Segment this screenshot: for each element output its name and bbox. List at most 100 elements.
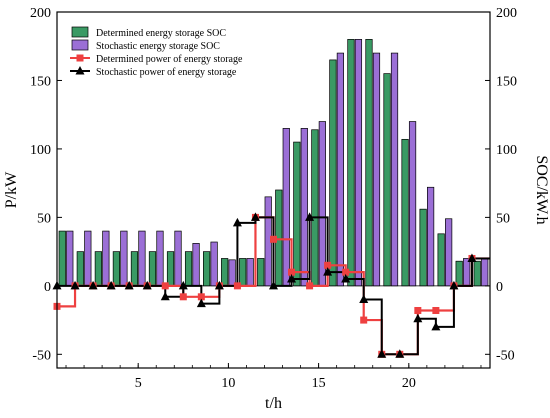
stochastic-power-point-4 [106,280,116,290]
soc-bar-determined-17 [347,39,355,287]
soc-bar-determined-5 [130,251,139,287]
soc-bar-stochastic-11 [246,258,254,287]
ytick-label-left-200: 200 [30,6,51,21]
soc-bar-stochastic-5 [138,230,146,287]
plot-frame [56,11,491,369]
stochastic-power-point-2 [70,280,80,290]
soc-bar-stochastic-14 [300,128,308,287]
soc-bar-stochastic-6 [156,230,164,287]
ytick-label-left-100: 100 [30,143,51,158]
soc-bar-determined-6 [148,251,157,287]
ytick-label-right-200: 200 [496,6,517,21]
determined-power-point-18 [360,316,368,324]
stochastic-power-point-23 [449,280,459,290]
y-axis-label-right: SOC/kW.h [533,155,550,224]
stochastic-power-point-15 [305,212,315,221]
ytick-label-right-50: 50 [496,211,510,226]
legend-label-stochastic-soc: Stochastic energy storage SOC [96,41,220,52]
determined-power-point-9 [197,293,205,301]
determined-power-point-16 [324,261,332,269]
legend-swatch-determined-soc [71,26,89,38]
determined-power-point-8 [179,293,187,301]
stochastic-power-point-22 [431,321,441,331]
stochastic-power-point-18 [359,294,369,304]
soc-bars [58,39,489,287]
soc-bar-stochastic-15 [318,121,326,287]
soc-bar-determined-7 [166,251,175,287]
determined-power-point-14 [288,268,296,276]
soc-bar-determined-2 [76,251,84,287]
stochastic-power-point-14 [287,274,297,283]
legend-label-stochastic-power: Stochastic power of energy storage [96,67,237,78]
soc-bar-stochastic-19 [390,52,399,287]
soc-bar-determined-19 [383,73,391,287]
soc-bar-stochastic-18 [372,52,381,287]
stochastic-power-point-3 [88,280,98,290]
xtick-label-20: 20 [402,376,416,391]
soc-bar-stochastic-7 [174,230,182,287]
soc-bar-stochastic-4 [120,230,128,287]
ytick-label-left-150: 150 [30,74,51,89]
soc-bar-determined-16 [329,59,337,287]
soc-bar-stochastic-23 [463,258,471,287]
soc-bar-determined-21 [419,208,427,287]
determined-power-point-15 [306,282,314,290]
stochastic-power-point-6 [142,280,152,290]
legend: Determined energy storage SOC Stochastic … [70,26,243,78]
stochastic-power-point-17 [341,274,351,283]
soc-bar-determined-15 [311,129,319,287]
soc-bar-stochastic-24 [481,258,489,287]
ytick-label-right-150: 150 [496,74,517,89]
soc-bar-determined-14 [293,141,301,287]
xtick-label-10: 10 [221,376,235,391]
soc-bar-stochastic-10 [228,259,236,287]
soc-bar-determined-20 [401,138,409,287]
determined-power-point-21 [414,306,422,314]
determined-power-point-7 [161,282,169,290]
x-axis-label: t/h [265,395,282,412]
ytick-label-left-0: 0 [44,280,51,295]
soc-bar-stochastic-17 [354,39,363,287]
legend-marker-determined-power [76,54,84,62]
determined-power-point-22 [432,306,440,314]
soc-bar-determined-22 [437,233,445,287]
axes-ticks: -50 -50 0 0 50 50 100 100 150 150 200 200 5 10 15 20 [30,6,517,391]
soc-bar-stochastic-13 [282,128,290,287]
soc-bar-stochastic-9 [210,241,218,287]
legend-label-determined-soc: Determined energy storage SOC [96,28,226,39]
legend-marker-stochastic-power [75,66,85,75]
stochastic-power-point-24 [467,253,477,262]
stochastic-power-point-5 [124,280,134,290]
stochastic-power-point-21 [413,313,423,323]
stochastic-power-point-19 [377,349,387,358]
stochastic-power-point-10 [214,280,224,290]
soc-bar-stochastic-8 [192,243,200,287]
stochastic-power-point-8 [178,280,188,290]
ytick-label-right-100: 100 [496,143,517,158]
soc-bar-determined-9 [203,251,211,287]
soc-bar-stochastic-21 [427,186,435,287]
soc-bar-determined-18 [365,39,373,287]
soc-bar-stochastic-22 [445,218,453,287]
soc-bar-stochastic-20 [408,121,417,287]
soc-bar-stochastic-1 [66,230,74,287]
soc-bar-determined-24 [473,260,481,287]
legend-label-determined-power: Determined power of energy storage [96,54,243,65]
soc-bar-determined-23 [455,260,463,287]
ytick-label-right-0: 0 [496,280,503,295]
stochastic-power-point-7 [160,291,170,301]
soc-bar-determined-11 [239,258,247,287]
stochastic-power-point-13 [269,280,278,290]
soc-bar-determined-12 [257,258,265,287]
soc-bar-stochastic-3 [102,230,110,287]
stochastic-power-point-12 [250,212,260,221]
soc-bar-stochastic-16 [336,52,344,287]
soc-bar-stochastic-2 [84,230,92,287]
stochastic-power-point-11 [232,217,242,227]
soc-bar-determined-8 [184,251,193,287]
soc-bar-determined-3 [94,251,102,287]
ytick-label-left--50: -50 [32,348,51,363]
stochastic-power-point-9 [196,298,206,308]
soc-bar-determined-1 [58,230,66,287]
